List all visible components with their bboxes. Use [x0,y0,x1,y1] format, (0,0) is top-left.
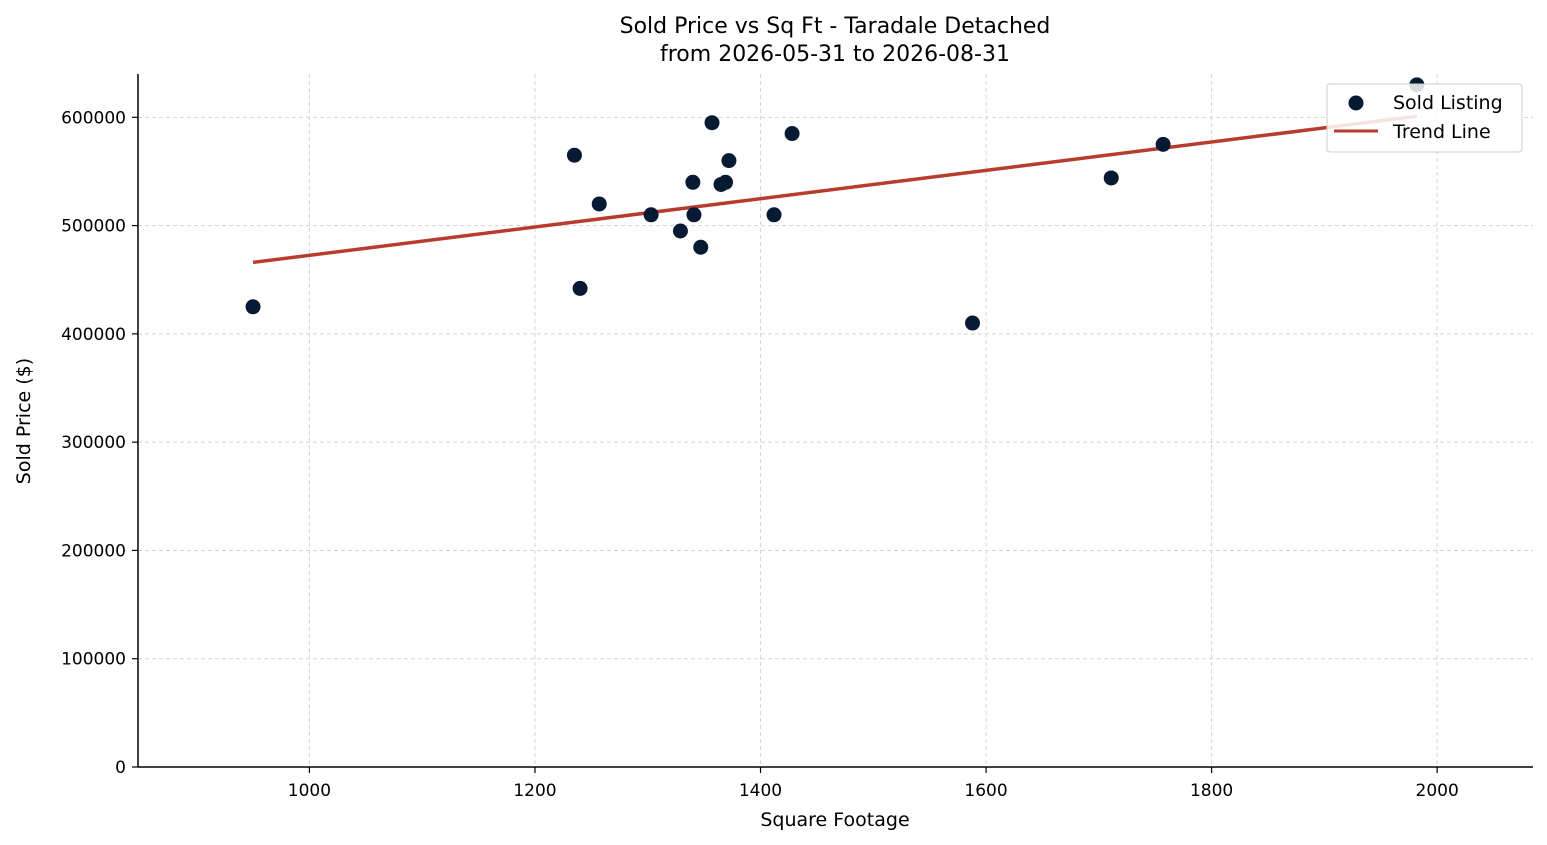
scatter-point [572,280,588,296]
x-tick-label: 2000 [1416,781,1459,801]
x-tick-label: 1400 [739,781,782,801]
y-tick-label: 500000 [61,217,126,237]
y-tick-label: 0 [115,758,126,778]
x-tick-label: 1800 [1190,781,1233,801]
scatter-points [245,77,1425,331]
chart-subtitle: from 2026-05-31 to 2026-08-31 [660,42,1010,67]
scatter-point [566,147,582,163]
y-tick-label: 300000 [61,433,126,453]
trend-line [252,114,1418,265]
legend-label-trend-line: Trend Line [1392,121,1491,143]
x-tick-label: 1000 [288,781,331,801]
legend-marker-sold-listing [1348,95,1364,111]
scatter-point [693,239,709,255]
trend-line-layer [252,114,1418,265]
y-tick-label: 100000 [61,650,126,670]
legend-box [1326,83,1523,153]
y-tick-label: 600000 [61,108,126,128]
y-tick-label: 200000 [61,541,126,561]
legend: Sold Listing Trend Line [1326,83,1523,153]
scatter-point [718,174,734,190]
scatter-point [766,207,782,223]
y-axis-ticks: 0 100000 200000 300000 400000 500000 600000 [61,108,138,778]
scatter-point [685,174,701,190]
x-tick-label: 1200 [513,781,556,801]
scatter-point [721,153,737,169]
scatter-point [1103,170,1119,186]
x-axis-ticks: 1000 1200 1400 1600 1800 2000 [288,767,1459,801]
y-axis-label: Sold Price ($) [13,358,35,484]
scatter-point [245,299,261,315]
legend-label-sold-listing: Sold Listing [1393,92,1503,114]
scatter-point [686,207,702,223]
x-axis-label: Square Footage [760,809,909,831]
scatter-point [965,315,981,331]
scatter-point [704,115,720,131]
y-tick-label: 400000 [61,325,126,345]
scatter-point [784,126,800,142]
scatter-point [672,223,688,239]
grid-lines [138,74,1533,768]
x-tick-label: 1600 [964,781,1007,801]
scatter-point [591,196,607,212]
scatter-point [643,207,659,223]
chart-title: Sold Price vs Sq Ft - Taradale Detached [620,14,1051,39]
scatter-point [1155,136,1171,152]
